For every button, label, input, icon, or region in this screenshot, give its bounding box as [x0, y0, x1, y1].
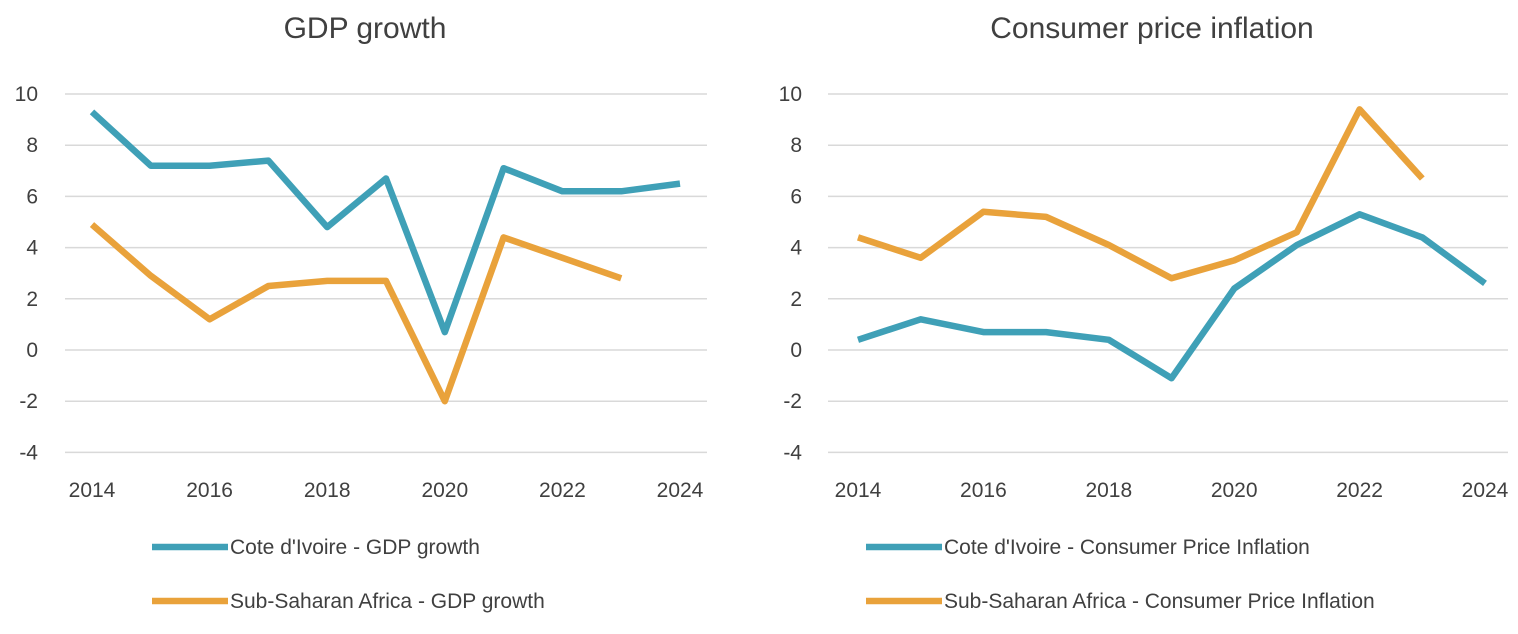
- y-tick-label: 10: [15, 83, 38, 106]
- series-line-1: [89, 109, 681, 336]
- y-tick-label: 10: [779, 83, 802, 106]
- legend-label: Sub-Saharan Africa - Consumer Price Infl…: [944, 590, 1375, 613]
- x-tick-label: 2014: [835, 479, 882, 502]
- x-tick-label: 2016: [186, 479, 233, 502]
- y-tick-label: 4: [790, 237, 802, 260]
- legend-label: Cote d'Ivoire - Consumer Price Inflation: [944, 536, 1310, 559]
- series-line-1: [856, 211, 1487, 382]
- chart-title: Consumer price inflation: [990, 12, 1313, 45]
- y-tick-label: -2: [19, 390, 38, 413]
- x-tick-label: 2020: [421, 479, 468, 502]
- legend-label: Cote d'Ivoire - GDP growth: [230, 536, 480, 559]
- y-tick-label: 6: [790, 185, 802, 208]
- y-tick-label: 4: [26, 237, 38, 260]
- y-tick-label: 6: [26, 185, 38, 208]
- legend-label: Sub-Saharan Africa - GDP growth: [230, 590, 545, 613]
- x-tick-label: 2016: [960, 479, 1007, 502]
- x-tick-label: 2024: [1462, 479, 1509, 502]
- x-tick-label: 2024: [657, 479, 704, 502]
- y-tick-label: 0: [26, 339, 38, 362]
- chart-title: GDP growth: [284, 12, 447, 45]
- x-tick-label: 2014: [69, 479, 116, 502]
- y-tick-label: -4: [783, 441, 802, 464]
- y-tick-label: 8: [790, 134, 802, 157]
- series-line-2: [89, 222, 623, 405]
- y-tick-label: -4: [19, 441, 38, 464]
- y-tick-label: 8: [26, 134, 38, 157]
- y-tick-label: -2: [783, 390, 802, 413]
- y-tick-label: 0: [790, 339, 802, 362]
- x-tick-label: 2018: [1085, 479, 1132, 502]
- y-tick-label: 2: [790, 288, 802, 311]
- chart-panel-2: Consumer price inflation 10 8 6 4 2 0 -2 -4 2014 2…: [779, 12, 1509, 613]
- y-tick-label: 2: [26, 288, 38, 311]
- chart-panel-1: GDP growth 10 8 6 4 2 0 -2 -4 2014 2016 2018 2020 202…: [15, 12, 707, 613]
- x-tick-label: 2020: [1211, 479, 1258, 502]
- x-tick-label: 2018: [304, 479, 351, 502]
- x-tick-label: 2022: [539, 479, 586, 502]
- x-tick-label: 2022: [1336, 479, 1383, 502]
- series-line-2: [856, 106, 1425, 282]
